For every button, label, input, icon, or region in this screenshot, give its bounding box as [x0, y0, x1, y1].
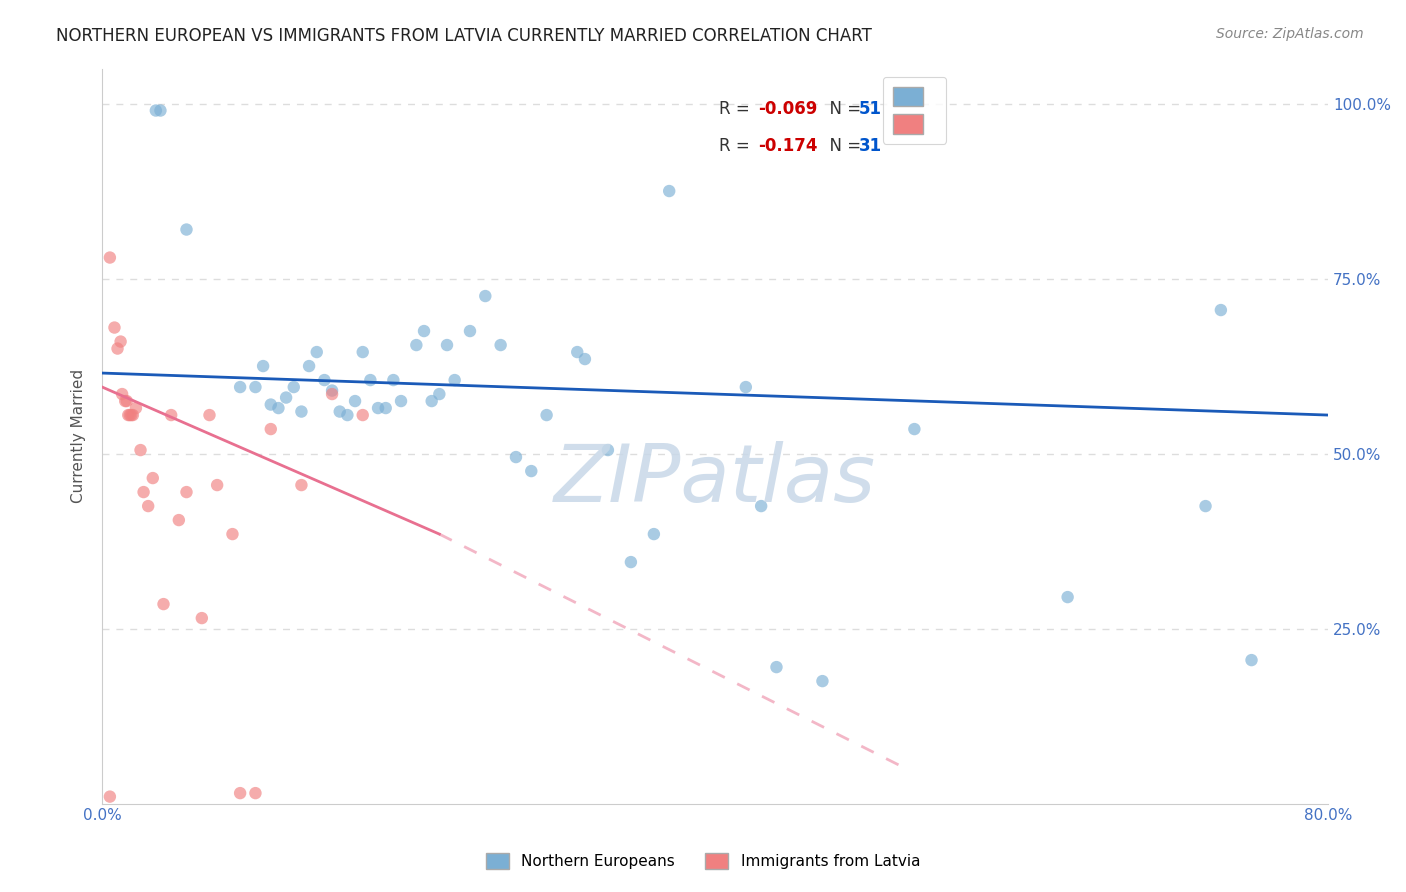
Point	[436, 338, 458, 352]
Legend: , : ,	[883, 77, 946, 144]
Point	[574, 352, 596, 367]
Text: 51: 51	[859, 100, 882, 118]
Point	[298, 359, 321, 373]
Point	[260, 422, 283, 436]
Point	[458, 324, 481, 338]
Point	[405, 338, 427, 352]
Point	[229, 786, 252, 800]
Text: R =: R =	[718, 136, 761, 154]
Point	[117, 408, 139, 422]
Point	[142, 471, 165, 485]
Point	[198, 408, 221, 422]
Point	[145, 103, 167, 118]
Point	[443, 373, 465, 387]
Point	[567, 345, 589, 359]
Point	[229, 380, 252, 394]
Point	[420, 394, 443, 409]
Point	[489, 338, 512, 352]
Point	[274, 391, 297, 405]
Point	[290, 478, 312, 492]
Point	[321, 384, 343, 398]
Text: Source: ZipAtlas.com: Source: ZipAtlas.com	[1216, 27, 1364, 41]
Point	[374, 401, 396, 415]
Point	[290, 404, 312, 418]
Legend: Northern Europeans, Immigrants from Latvia: Northern Europeans, Immigrants from Latv…	[479, 847, 927, 875]
Point	[903, 422, 925, 436]
Point	[245, 380, 267, 394]
Point	[658, 184, 681, 198]
Text: N =: N =	[820, 136, 866, 154]
Point	[382, 373, 405, 387]
Point	[1056, 590, 1078, 604]
Point	[536, 408, 558, 422]
Text: R =: R =	[718, 100, 755, 118]
Point	[643, 527, 665, 541]
Point	[765, 660, 787, 674]
Point	[129, 443, 152, 458]
Point	[98, 251, 121, 265]
Point	[305, 345, 328, 359]
Point	[111, 387, 134, 401]
Point	[267, 401, 290, 415]
Point	[103, 320, 125, 334]
Point	[118, 408, 141, 422]
Point	[110, 334, 132, 349]
Point	[1209, 303, 1232, 318]
Point	[107, 342, 129, 356]
Text: 31: 31	[859, 136, 882, 154]
Point	[160, 408, 183, 422]
Point	[734, 380, 756, 394]
Point	[205, 478, 228, 492]
Point	[505, 450, 527, 464]
Point	[149, 103, 172, 118]
Point	[125, 401, 148, 415]
Point	[314, 373, 336, 387]
Text: -0.174: -0.174	[758, 136, 817, 154]
Point	[252, 359, 274, 373]
Point	[132, 485, 155, 500]
Y-axis label: Currently Married: Currently Married	[72, 369, 86, 503]
Point	[176, 222, 198, 236]
Point	[389, 394, 412, 409]
Text: N =: N =	[820, 100, 866, 118]
Point	[114, 394, 136, 409]
Point	[260, 398, 283, 412]
Point	[283, 380, 305, 394]
Point	[120, 408, 142, 422]
Point	[152, 597, 174, 611]
Text: -0.069: -0.069	[758, 100, 817, 118]
Point	[520, 464, 543, 478]
Point	[136, 499, 159, 513]
Point	[167, 513, 190, 527]
Point	[1194, 499, 1216, 513]
Text: ZIPatlas: ZIPatlas	[554, 442, 876, 519]
Point	[474, 289, 496, 303]
Point	[121, 408, 143, 422]
Point	[115, 394, 138, 409]
Point	[344, 394, 367, 409]
Point	[596, 443, 619, 458]
Point	[245, 786, 267, 800]
Point	[221, 527, 243, 541]
Point	[176, 485, 198, 500]
Point	[336, 408, 359, 422]
Point	[620, 555, 643, 569]
Point	[359, 373, 381, 387]
Point	[1240, 653, 1263, 667]
Point	[367, 401, 389, 415]
Point	[749, 499, 772, 513]
Point	[321, 387, 343, 401]
Point	[352, 408, 374, 422]
Point	[413, 324, 436, 338]
Point	[352, 345, 374, 359]
Point	[811, 674, 834, 689]
Point	[427, 387, 450, 401]
Point	[98, 789, 121, 804]
Text: NORTHERN EUROPEAN VS IMMIGRANTS FROM LATVIA CURRENTLY MARRIED CORRELATION CHART: NORTHERN EUROPEAN VS IMMIGRANTS FROM LAT…	[56, 27, 872, 45]
Point	[191, 611, 214, 625]
Point	[329, 404, 352, 418]
